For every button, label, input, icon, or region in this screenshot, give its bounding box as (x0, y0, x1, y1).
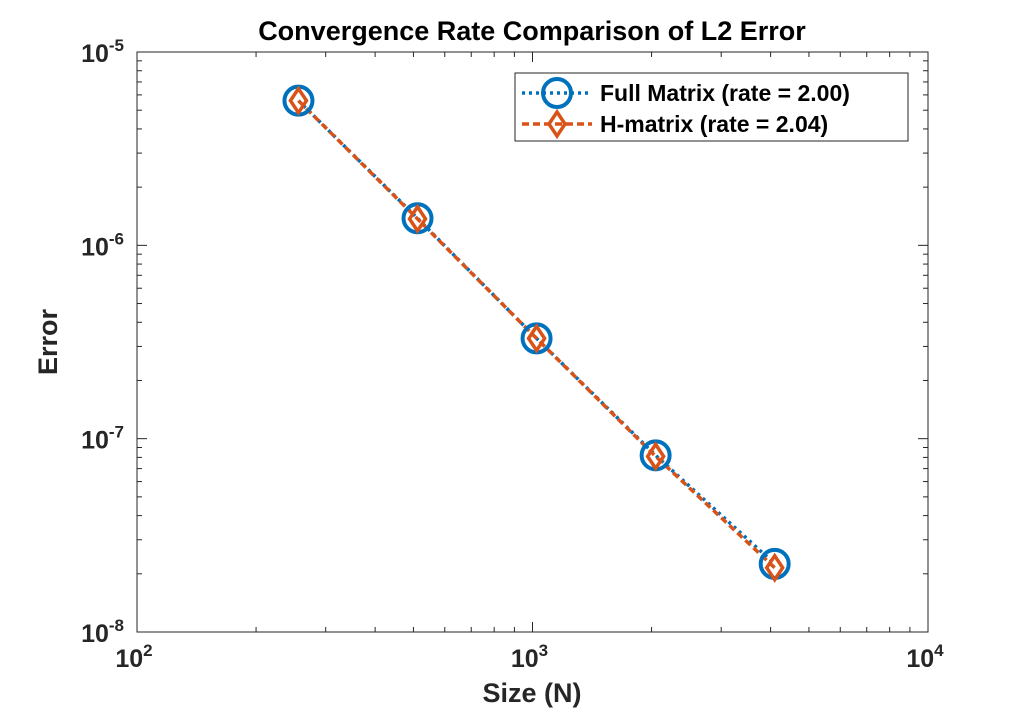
x-tick-label: 102 (115, 641, 152, 673)
legend-entries: Full Matrix (rate = 2.00) H-matrix (rate … (522, 77, 850, 140)
y-tick-label: 10-7 (81, 423, 124, 455)
y-tick-label: 10-8 (81, 616, 124, 648)
data-point-h-matrix (407, 203, 428, 235)
x-axis-label: Size (N) (482, 678, 581, 708)
axes-frame (136, 51, 929, 633)
data-point-h-matrix (764, 552, 785, 583)
legend-box (514, 72, 909, 142)
legend: Full Matrix (rate = 2.00) H-matrix (rate … (514, 72, 909, 142)
y-tick-label: 10-6 (81, 229, 124, 261)
tick-labels: 102 103 104 10-8 10-7 10-6 10-5 (81, 36, 944, 673)
legend-marker-h-matrix (546, 108, 568, 140)
y-axis-label: Error (33, 308, 63, 375)
data-point-h-matrix (645, 441, 666, 472)
data-point-h-matrix (526, 323, 547, 354)
legend-marker-full-matrix (541, 77, 573, 109)
minor-ticks (137, 52, 928, 632)
x-tick-label: 103 (511, 641, 548, 673)
data-point-h-matrix (288, 85, 309, 116)
series-layer (282, 84, 791, 583)
legend-label-h-matrix: H-matrix (rate = 2.04) (600, 111, 828, 137)
series-line-h-matrix (297, 99, 776, 570)
y-tick-label: 10-5 (81, 36, 124, 68)
chart-title: Convergence Rate Comparison of L2 Error (258, 16, 806, 46)
x-tick-label: 104 (906, 641, 944, 673)
legend-label-full-matrix: Full Matrix (rate = 2.00) (600, 80, 850, 106)
